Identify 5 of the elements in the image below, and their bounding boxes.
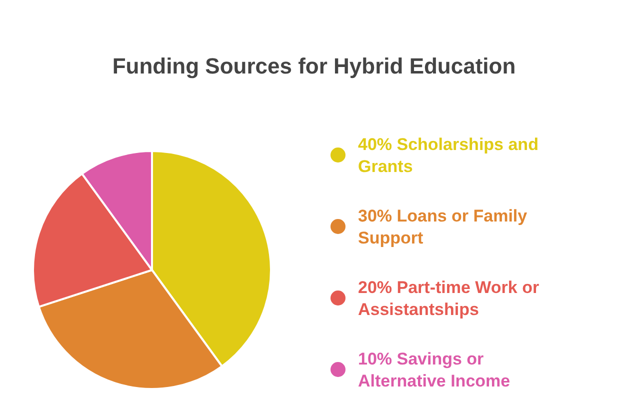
legend-label: 30% Loans or Family Support	[358, 206, 528, 248]
legend-label: 40% Scholarships and Grants	[358, 134, 538, 176]
legend-label: 10% Savings or Alternative Income	[358, 349, 510, 390]
chart-title: Funding Sources for Hybrid Education	[112, 54, 516, 79]
legend-label: 20% Part-time Work or Assistantships	[358, 278, 540, 319]
